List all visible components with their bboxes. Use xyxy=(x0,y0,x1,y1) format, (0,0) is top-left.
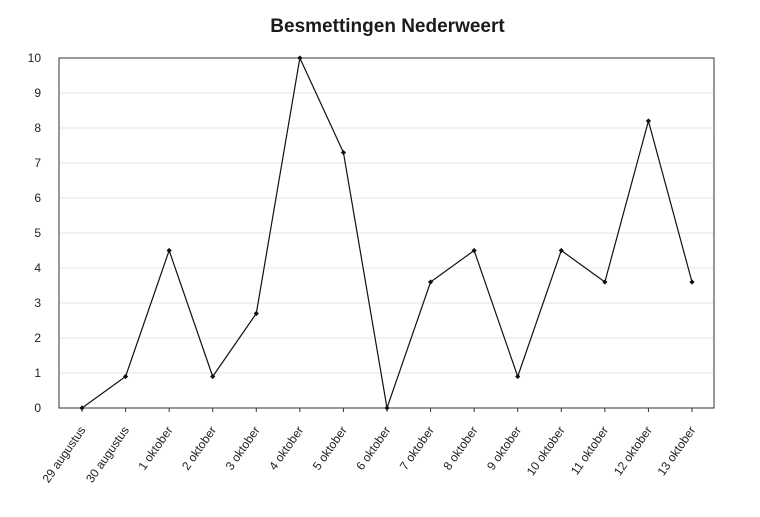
data-point xyxy=(602,279,608,285)
x-tick-label: 7 oktober xyxy=(397,424,437,473)
y-tick-label: 1 xyxy=(34,366,41,380)
y-tick-label: 3 xyxy=(34,296,41,310)
y-tick-label: 5 xyxy=(34,226,41,240)
data-point xyxy=(297,55,303,61)
data-point xyxy=(210,373,216,380)
x-tick-label: 11 oktober xyxy=(568,424,611,478)
x-tick-label: 30 augustus xyxy=(83,424,132,486)
y-tick-label: 0 xyxy=(34,401,41,415)
y-tick-label: 2 xyxy=(34,331,41,345)
x-tick-label: 4 oktober xyxy=(266,424,306,473)
y-tick-label: 10 xyxy=(28,51,42,65)
y-tick-label: 8 xyxy=(34,121,41,135)
y-tick-label: 7 xyxy=(34,156,41,170)
data-point xyxy=(515,373,521,380)
data-point xyxy=(384,405,390,411)
data-point xyxy=(253,310,259,317)
x-tick-label: 10 oktober xyxy=(524,424,568,478)
data-point xyxy=(340,149,347,156)
x-tick-label: 12 oktober xyxy=(611,424,655,478)
x-tick-label: 6 oktober xyxy=(353,424,393,473)
data-point xyxy=(166,247,172,254)
data-point xyxy=(645,118,652,124)
x-tick-label: 13 oktober xyxy=(654,424,698,478)
data-point xyxy=(558,247,564,254)
x-tick-label: 3 oktober xyxy=(223,424,263,473)
y-tick-label: 9 xyxy=(34,86,41,100)
x-tick-label: 8 oktober xyxy=(440,424,480,473)
y-tick-label: 4 xyxy=(34,261,41,275)
x-tick-label: 2 oktober xyxy=(179,424,219,473)
x-tick-label: 5 oktober xyxy=(310,424,350,473)
y-tick-label: 6 xyxy=(34,191,41,205)
data-point xyxy=(122,373,129,380)
x-tick-label: 1 oktober xyxy=(135,424,175,473)
x-tick-label: 9 oktober xyxy=(484,424,524,473)
data-point xyxy=(689,279,695,285)
data-point xyxy=(427,279,434,285)
chart-title: Besmettingen Nederweert xyxy=(270,16,505,37)
x-tick-label: 29 augustus xyxy=(39,424,88,486)
data-point xyxy=(79,405,85,411)
data-point xyxy=(471,247,477,254)
